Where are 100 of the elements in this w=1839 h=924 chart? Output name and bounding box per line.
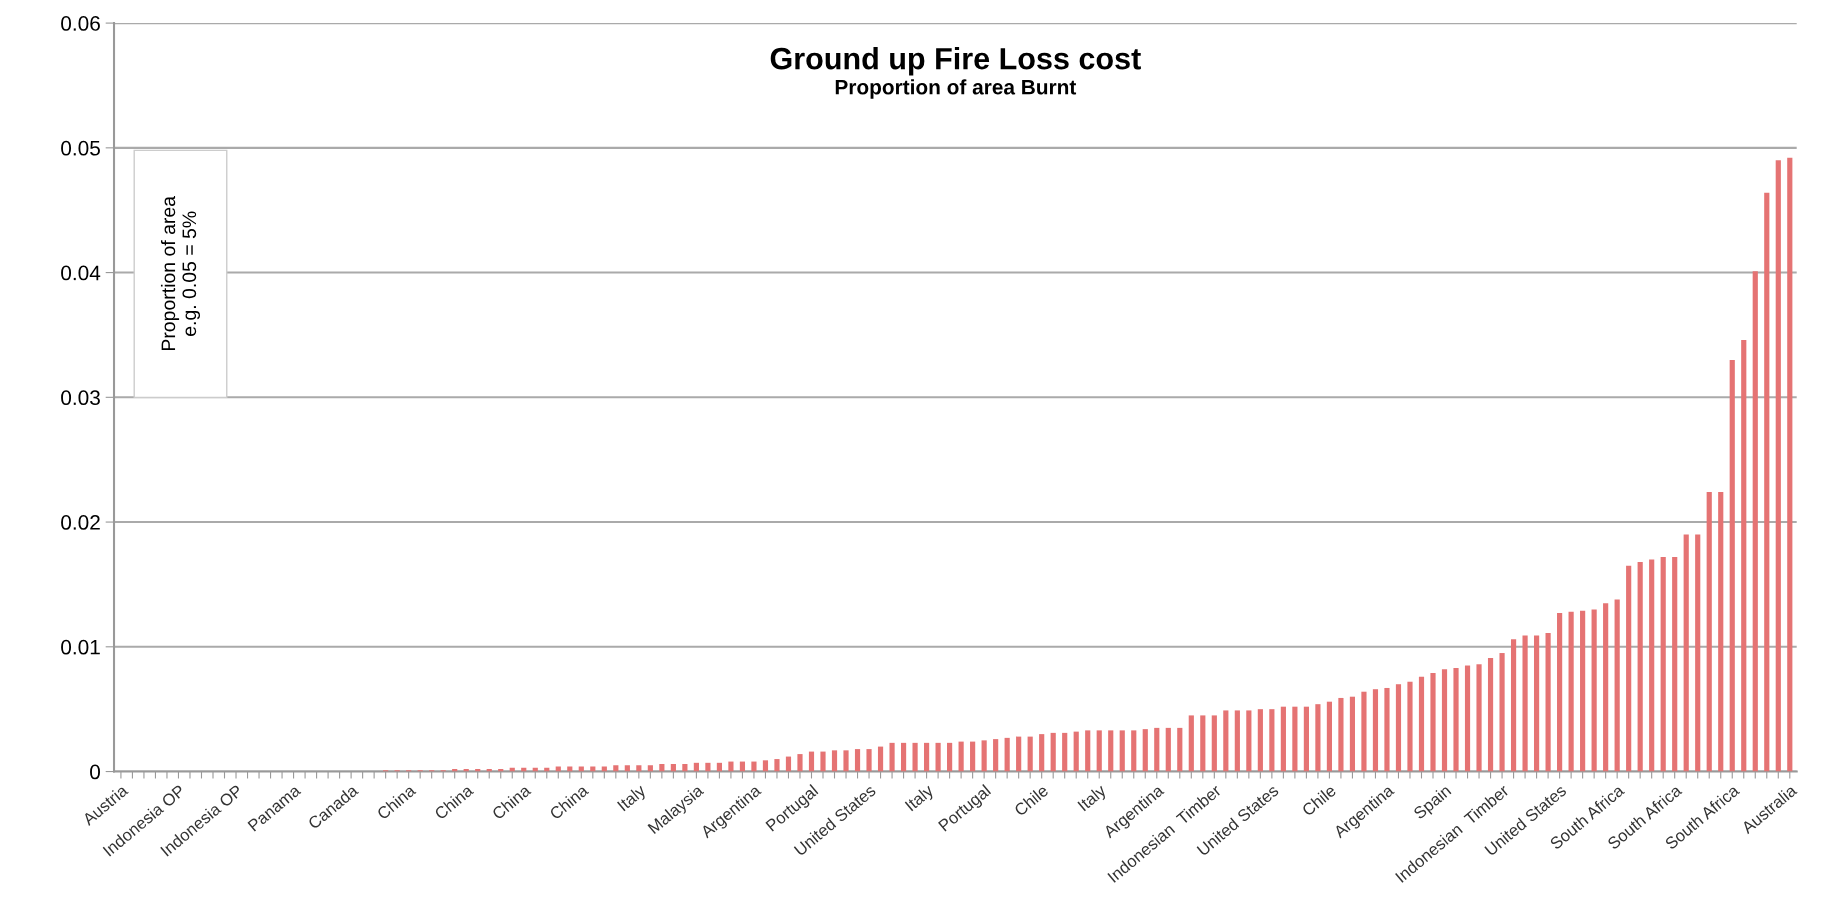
bar [647, 765, 653, 772]
bar [1177, 727, 1183, 772]
y-tick-label: 0.05 [61, 140, 100, 156]
bar [1395, 684, 1402, 772]
text: Proportion of area Burnt [835, 79, 1077, 99]
bar [1510, 639, 1517, 772]
bar [751, 761, 757, 772]
bar [1499, 653, 1505, 772]
bar [1522, 635, 1528, 772]
bar [1787, 157, 1793, 772]
bar [728, 761, 734, 772]
bar [1741, 339, 1747, 772]
bar [1775, 160, 1781, 772]
bar [1223, 710, 1229, 772]
bar [1603, 603, 1609, 772]
y-tick-label: 0.04 [61, 265, 101, 281]
bar [1039, 734, 1045, 772]
bar [1027, 736, 1033, 772]
bar [1016, 736, 1022, 772]
bar [1476, 664, 1482, 772]
bar [636, 765, 642, 772]
bar [1326, 701, 1333, 772]
bar [785, 756, 792, 772]
bar [1764, 192, 1770, 772]
x-tick-label: Italy [1076, 783, 1110, 814]
bar [1752, 271, 1758, 772]
bar [1649, 559, 1655, 772]
bar [1637, 561, 1643, 772]
y-tick-label: 0.06 [61, 16, 100, 31]
bar [958, 741, 964, 772]
bar [866, 749, 872, 772]
bar [843, 750, 849, 772]
bar [1441, 669, 1448, 772]
x-tick-label: Chile [1300, 783, 1337, 817]
bar [1338, 697, 1344, 772]
bar [1430, 673, 1436, 772]
x-tick-label: Italy [616, 783, 649, 814]
bar [670, 764, 676, 772]
bar [912, 742, 918, 772]
bar [1096, 730, 1102, 772]
bar [1280, 706, 1286, 772]
bar [1108, 730, 1114, 772]
bar [1626, 565, 1632, 772]
bar [1349, 696, 1356, 772]
bar [1729, 359, 1735, 772]
bar [1534, 635, 1540, 772]
bar [1269, 709, 1275, 772]
bar [1050, 732, 1056, 772]
bar [1303, 706, 1309, 772]
bar [1142, 729, 1148, 772]
x-tick-label: Chile [1013, 783, 1049, 817]
bar [1660, 556, 1666, 772]
bar [1384, 687, 1390, 772]
bar [924, 742, 930, 772]
bar [1487, 658, 1494, 772]
bar [854, 749, 861, 772]
bar [1257, 709, 1263, 772]
bar [1154, 727, 1160, 772]
bar [682, 764, 688, 772]
bar [1085, 730, 1091, 772]
y-tick-label: 0 [90, 764, 101, 780]
bar [1315, 704, 1321, 772]
bar [762, 760, 769, 772]
bar [1372, 689, 1379, 772]
bar [993, 739, 999, 772]
bar [774, 759, 780, 772]
bar [613, 765, 619, 772]
bar [1464, 665, 1471, 772]
bar [1131, 730, 1137, 772]
bar [1407, 681, 1413, 772]
bar [1004, 737, 1010, 772]
bar [1718, 492, 1724, 772]
x-tick-label: Italy [904, 783, 937, 814]
bar [820, 751, 826, 772]
bar [981, 740, 987, 772]
bar [1211, 715, 1217, 772]
bar [1073, 731, 1079, 772]
bar [624, 765, 630, 772]
bar [1418, 676, 1425, 772]
bar [808, 751, 815, 772]
bar [659, 764, 665, 772]
bar [877, 746, 884, 772]
bar [889, 742, 895, 772]
bar [1361, 691, 1367, 772]
bar [1246, 710, 1252, 772]
bar [1165, 727, 1171, 772]
bar [1292, 706, 1298, 772]
bar [1453, 668, 1459, 772]
annotation: Proportion of area e.g. 0.05 = 5% [160, 196, 201, 351]
bar [935, 742, 941, 772]
text: Ground up Fire Loss cost [770, 47, 1141, 76]
bar [1591, 609, 1597, 772]
bar [1706, 492, 1712, 772]
bar [947, 742, 953, 772]
y-tick-label: 0.01 [61, 639, 100, 655]
bar [1234, 710, 1240, 772]
bar [1672, 556, 1678, 772]
bar [1557, 613, 1563, 772]
bar [797, 754, 803, 772]
bar [900, 742, 907, 772]
